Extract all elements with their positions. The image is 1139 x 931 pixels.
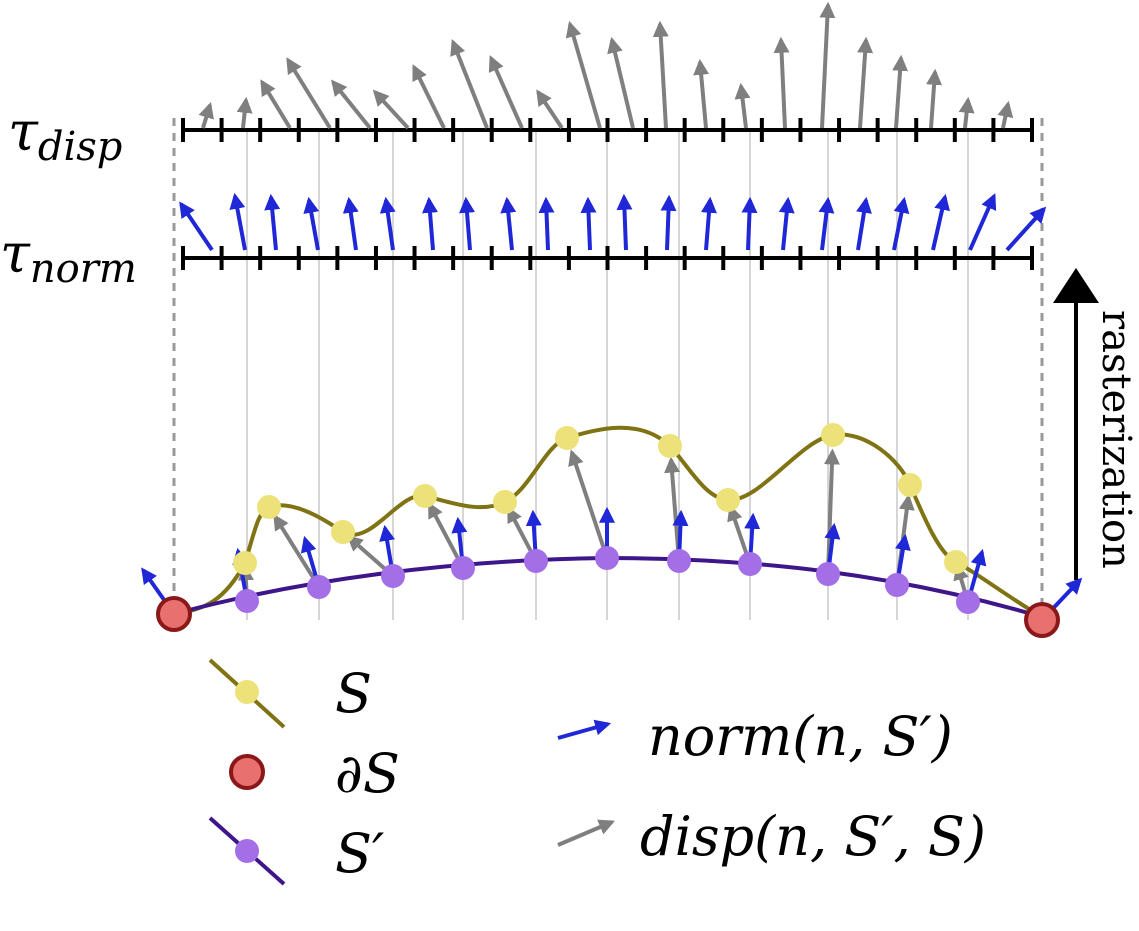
s-point bbox=[716, 488, 740, 512]
s-prime-point bbox=[667, 549, 691, 573]
disp-arrow bbox=[734, 82, 751, 129]
disp-arrow bbox=[693, 58, 710, 129]
tau-disp-label: τdisp bbox=[8, 100, 122, 170]
legend-norm-label: norm(n, S′) bbox=[648, 705, 953, 768]
s-prime-point bbox=[524, 549, 548, 573]
norm-arrow bbox=[580, 196, 597, 251]
s-point bbox=[233, 551, 257, 575]
norm-arrow bbox=[264, 193, 281, 251]
s-point bbox=[898, 473, 922, 497]
s-point bbox=[821, 423, 845, 447]
norm-arrow bbox=[778, 196, 795, 251]
legend: S ∂S S′ norm(n, S′) disp(n, S′, S) bbox=[208, 658, 986, 886]
s-prime-point bbox=[885, 573, 909, 597]
rasterization-arrow-icon bbox=[1053, 268, 1099, 580]
legend-norm-icon bbox=[557, 719, 612, 740]
disp-arrow bbox=[892, 54, 909, 129]
s-prime-points bbox=[235, 546, 980, 614]
s-prime-point bbox=[381, 564, 405, 588]
s-point bbox=[944, 550, 968, 574]
disp-arrow bbox=[536, 89, 564, 130]
legend-boundary-icon bbox=[229, 754, 265, 790]
norm-arrow bbox=[741, 196, 758, 251]
s-point bbox=[658, 434, 682, 458]
s-point bbox=[493, 490, 517, 514]
boundary-points bbox=[156, 596, 1060, 638]
boundary-point bbox=[156, 596, 192, 632]
disp-arrow bbox=[273, 513, 321, 589]
legend-disp-icon bbox=[557, 819, 615, 847]
legend-s-icon bbox=[208, 658, 286, 729]
norm-arrow bbox=[459, 196, 475, 251]
norm-arrow bbox=[931, 193, 950, 251]
s-prime-point bbox=[738, 552, 762, 576]
legend-s-label: S bbox=[335, 662, 372, 725]
disp-arrow bbox=[450, 39, 489, 129]
disp-arrow bbox=[926, 68, 943, 129]
rasterization-label: rasterization bbox=[1093, 310, 1139, 569]
legend-s-prime-icon bbox=[208, 816, 286, 886]
disp-arrow bbox=[652, 20, 669, 129]
tau-norm-label: τnorm bbox=[0, 222, 137, 292]
norm-arrow bbox=[856, 196, 872, 251]
norm-arrows-raster bbox=[179, 192, 1047, 252]
boundary-point bbox=[1024, 602, 1060, 638]
disp-arrow bbox=[958, 96, 975, 129]
s-prime-point bbox=[595, 546, 619, 570]
norm-arrow bbox=[660, 194, 677, 251]
norm-arrow bbox=[229, 192, 247, 251]
s-point bbox=[555, 426, 579, 450]
norm-arrow bbox=[422, 196, 438, 251]
s-prime-point bbox=[956, 590, 980, 614]
norm-arrow bbox=[500, 196, 517, 251]
disp-arrows-raster bbox=[198, 1, 1014, 130]
norm-arrow bbox=[342, 196, 359, 251]
s-prime-point bbox=[816, 562, 840, 586]
disp-arrow bbox=[565, 20, 602, 129]
tau-norm-axis bbox=[181, 246, 1034, 270]
disp-arrow bbox=[236, 96, 253, 129]
disp-arrow bbox=[372, 89, 410, 130]
disp-arrow bbox=[568, 449, 609, 559]
s-prime-point bbox=[235, 589, 259, 613]
legend-s-prime-label: S′ bbox=[335, 822, 384, 885]
tau-disp-axis bbox=[181, 118, 1034, 142]
norm-arrow bbox=[538, 196, 555, 251]
disp-arrow bbox=[773, 36, 790, 129]
legend-boundary-label: ∂S bbox=[335, 742, 400, 805]
s-points bbox=[233, 423, 968, 575]
norm-arrow bbox=[968, 193, 997, 251]
norm-arrow bbox=[179, 201, 214, 252]
s-point bbox=[331, 520, 355, 544]
disp-arrow bbox=[330, 79, 372, 130]
norm-arrow bbox=[379, 196, 396, 251]
s-point bbox=[413, 484, 437, 508]
s-point bbox=[257, 495, 281, 519]
disp-arrow bbox=[857, 36, 874, 129]
norm-arrow bbox=[1005, 206, 1047, 252]
norm-arrow bbox=[303, 196, 320, 251]
norm-arrow bbox=[892, 196, 910, 251]
legend-disp-label: disp(n, S′, S) bbox=[640, 805, 986, 868]
disp-arrow bbox=[198, 101, 214, 129]
disp-arrow bbox=[260, 79, 292, 130]
s-prime-point bbox=[451, 556, 475, 580]
norm-arrow bbox=[818, 196, 835, 251]
disp-arrow bbox=[488, 55, 524, 129]
boundary-dashed-lines bbox=[172, 118, 1044, 605]
disp-arrow bbox=[286, 57, 332, 130]
disp-arrow bbox=[997, 100, 1014, 129]
disp-arrow bbox=[607, 36, 635, 129]
disp-arrow bbox=[412, 64, 446, 129]
disp-arrow bbox=[819, 1, 836, 129]
norm-arrow bbox=[701, 196, 717, 251]
norm-arrow bbox=[616, 193, 633, 251]
s-prime-point bbox=[307, 575, 331, 599]
